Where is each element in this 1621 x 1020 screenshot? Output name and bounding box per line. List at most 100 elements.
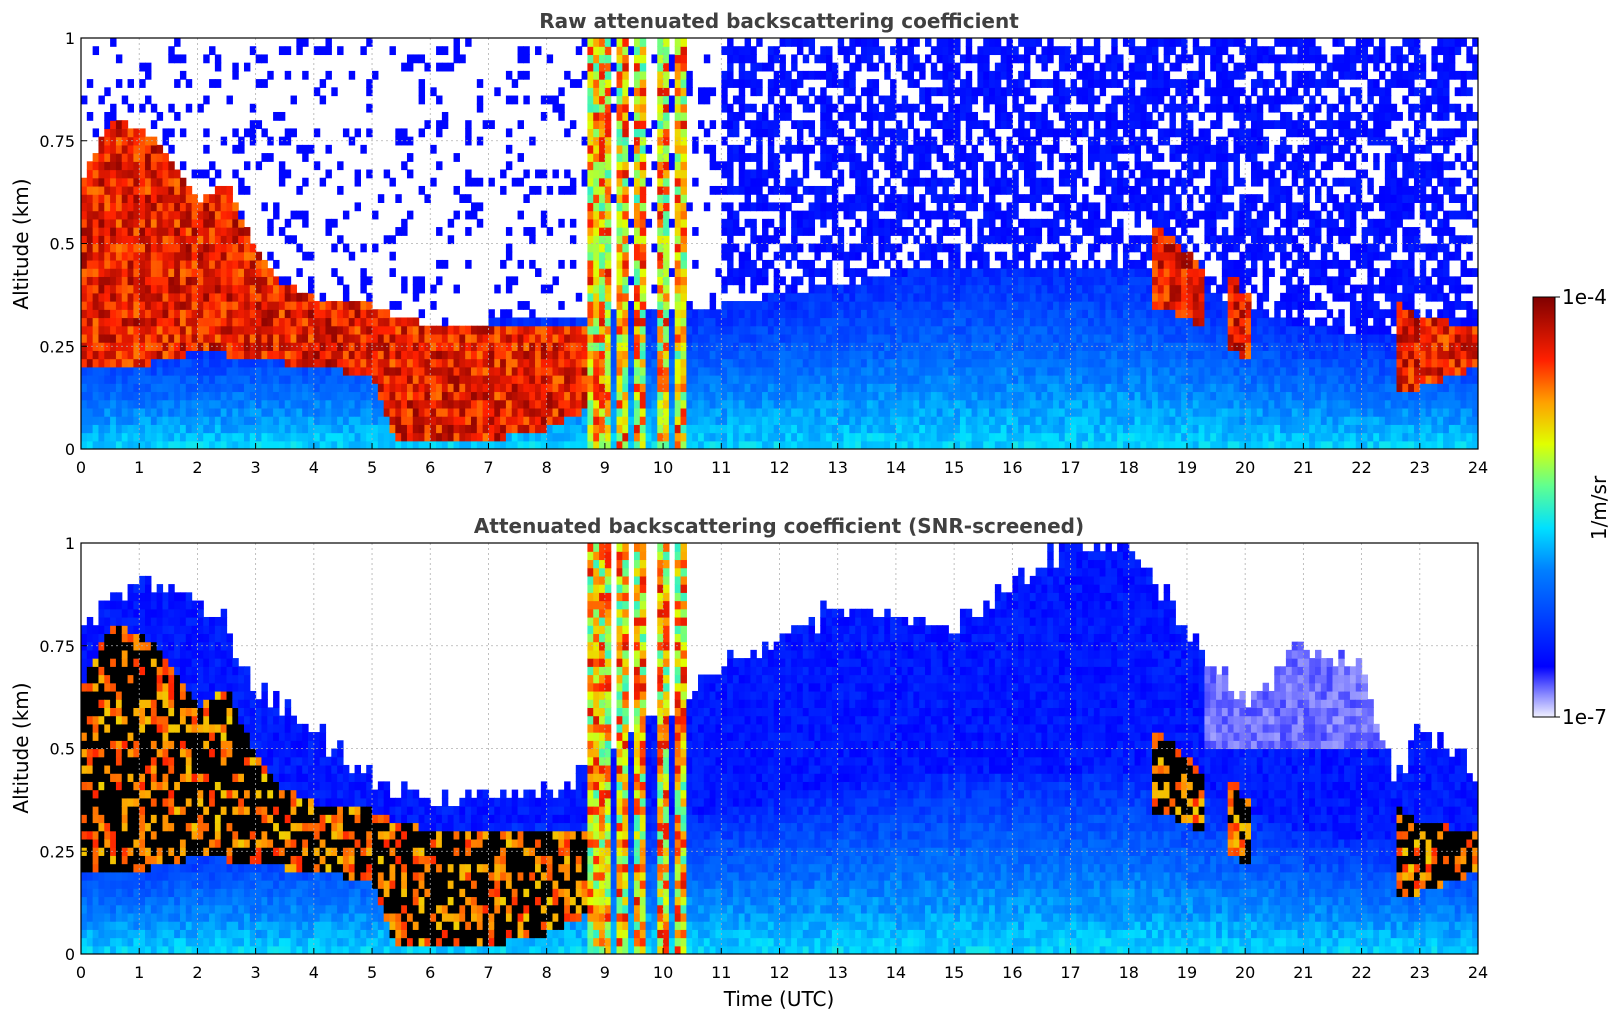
heatmap-cell [709, 144, 717, 154]
heatmap-cell [98, 276, 105, 286]
heatmap-cell [820, 416, 827, 425]
heatmap-cell [657, 177, 664, 187]
heatmap-cell [348, 366, 356, 376]
heatmap-cell [668, 440, 676, 449]
heatmap-cell [622, 111, 629, 121]
heatmap-cell [121, 342, 129, 351]
heatmap-cell [447, 399, 455, 409]
heatmap-cell [604, 194, 612, 203]
heatmap-cell [86, 325, 94, 335]
heatmap-cell [890, 309, 897, 319]
heatmap-cell [593, 235, 600, 245]
heatmap-cell [156, 333, 164, 343]
heatmap-cell [866, 46, 874, 56]
heatmap-cell [121, 375, 129, 384]
heatmap-cell [657, 375, 664, 384]
heatmap-cell [837, 407, 845, 417]
heatmap-cell [959, 358, 967, 368]
heatmap-cell [569, 432, 577, 442]
heatmap-cell [92, 333, 100, 343]
heatmap-cell [255, 440, 263, 449]
heatmap-cell [133, 383, 140, 393]
heatmap-cell [628, 317, 635, 327]
heatmap-cell [604, 424, 612, 434]
heatmap-cell [92, 342, 100, 351]
heatmap-cell [220, 440, 228, 449]
heatmap-cell [738, 87, 746, 97]
heatmap-cell [738, 144, 746, 154]
heatmap-cell [203, 218, 210, 228]
heatmap-cell [313, 87, 321, 97]
heatmap-cell [849, 375, 856, 384]
heatmap-cell [831, 366, 839, 376]
heatmap-cell [296, 333, 303, 343]
heatmap-cell [913, 38, 920, 47]
heatmap-cell [197, 218, 204, 228]
heatmap-cell [587, 259, 594, 269]
heatmap-cell [535, 185, 542, 195]
heatmap-cell [919, 177, 926, 187]
heatmap-cell [930, 375, 938, 384]
heatmap-cell [476, 218, 484, 228]
heatmap-cell [121, 350, 129, 360]
heatmap-cell [773, 276, 781, 286]
heatmap-cell [348, 70, 356, 80]
heatmap-cell [587, 79, 594, 88]
heatmap-cell [564, 399, 571, 409]
heatmap-cell [290, 325, 297, 335]
heatmap-cell [331, 243, 338, 253]
heatmap-cell [791, 399, 798, 409]
heatmap-cell [517, 317, 524, 327]
heatmap-cell [249, 317, 257, 327]
heatmap-cell [267, 440, 274, 449]
heatmap-cell [971, 54, 979, 64]
heatmap-cell [785, 440, 792, 449]
heatmap-cell [814, 284, 821, 294]
heatmap-cell [616, 120, 623, 130]
heatmap-cell [954, 259, 961, 269]
heatmap-cell [104, 194, 111, 203]
heatmap-cell [849, 416, 856, 425]
heatmap-cell [290, 317, 297, 327]
heatmap-cell [767, 375, 775, 384]
heatmap-cell [977, 292, 984, 302]
heatmap-cell [127, 399, 134, 409]
heatmap-cell [651, 317, 658, 327]
heatmap-cell [476, 440, 484, 449]
heatmap-cell [895, 128, 903, 138]
heatmap-cell [895, 227, 903, 236]
heatmap-cell [680, 391, 687, 401]
heatmap-cell [872, 424, 880, 434]
heatmap-cell [523, 95, 530, 105]
heatmap-cell [843, 358, 850, 368]
heatmap-cell [983, 440, 990, 449]
heatmap-cell [197, 350, 204, 360]
heatmap-cell [115, 144, 123, 154]
heatmap-cell [319, 333, 327, 343]
heatmap-cell [604, 227, 612, 236]
heatmap-cell [214, 383, 222, 393]
heatmap-cell [150, 268, 158, 277]
heatmap-cell [441, 375, 449, 384]
heatmap-cell [412, 440, 420, 449]
heatmap-cell [511, 383, 519, 393]
heatmap-cell [913, 62, 920, 72]
heatmap-cell [925, 358, 932, 368]
heatmap-cell [977, 87, 984, 97]
heatmap-cell [971, 95, 979, 105]
heatmap-cell [243, 432, 251, 442]
heatmap-cell [907, 79, 914, 88]
heatmap-cell [651, 342, 658, 351]
heatmap-cell [412, 407, 420, 417]
heatmap-cell [98, 301, 105, 310]
heatmap-cell [860, 301, 868, 310]
heatmap-cell [540, 95, 548, 105]
heatmap-cell [354, 416, 361, 425]
heatmap-cell [575, 407, 583, 417]
heatmap-cell [599, 309, 606, 319]
heatmap-cell [529, 432, 536, 442]
heatmap-cell [849, 79, 856, 88]
heatmap-cell [657, 70, 664, 80]
heatmap-cell [238, 292, 245, 302]
heatmap-cell [680, 440, 687, 449]
